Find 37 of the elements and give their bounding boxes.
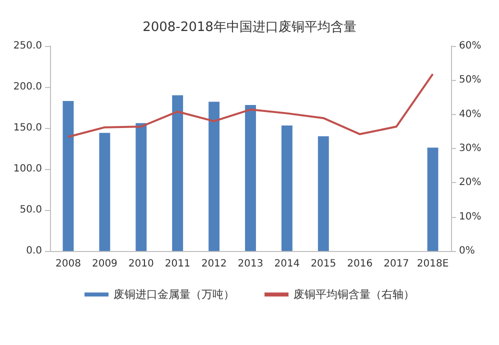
y2-tick-label: 50% — [459, 74, 482, 86]
y2-tick-label: 40% — [459, 108, 482, 120]
x-tick-label: 2018E — [416, 258, 449, 270]
x-tick-label: 2008 — [56, 258, 81, 270]
x-tick-label: 2015 — [310, 258, 336, 270]
line-series — [67, 73, 434, 138]
x-tick-label: 2011 — [164, 258, 190, 270]
y-tick-label: 50.0 — [20, 204, 42, 216]
y-tick-label: 150.0 — [13, 122, 42, 134]
bar — [245, 105, 256, 251]
y2-tick-label: 0% — [459, 246, 475, 256]
y-tick-label: 250.0 — [13, 40, 42, 52]
legend-label: 废铜平均铜含量（右轴） — [294, 288, 414, 301]
y2-tick-label: 20% — [459, 177, 482, 188]
x-tick-label: 2017 — [384, 258, 410, 270]
x-tick-label: 2012 — [201, 258, 227, 270]
x-tick-label: 2010 — [128, 258, 154, 270]
bar — [281, 126, 292, 251]
bar — [99, 132, 110, 251]
x-tick-label: 2014 — [274, 258, 300, 270]
bar — [427, 148, 438, 251]
x-tick-label: 2016 — [347, 258, 373, 270]
bar — [62, 100, 74, 251]
bar — [208, 102, 220, 251]
y-tick-label: 0.0 — [26, 246, 42, 256]
legend-label: 废铜进口金属量（万吨） — [114, 288, 234, 301]
y2-tick-label: 60% — [459, 40, 482, 52]
y2-tick-label: 30% — [459, 143, 482, 154]
bar — [172, 95, 184, 251]
bar — [136, 123, 147, 251]
bar — [318, 136, 329, 251]
y-tick-label: 200.0 — [13, 82, 42, 92]
y-tick-label: 100.0 — [13, 164, 42, 174]
y2-tick-label: 10% — [459, 211, 482, 222]
x-tick-label: 2009 — [92, 258, 118, 270]
chart-title: 2008-2018年中国进口废铜平均含量 — [142, 20, 356, 35]
x-tick-label: 2013 — [238, 258, 264, 270]
